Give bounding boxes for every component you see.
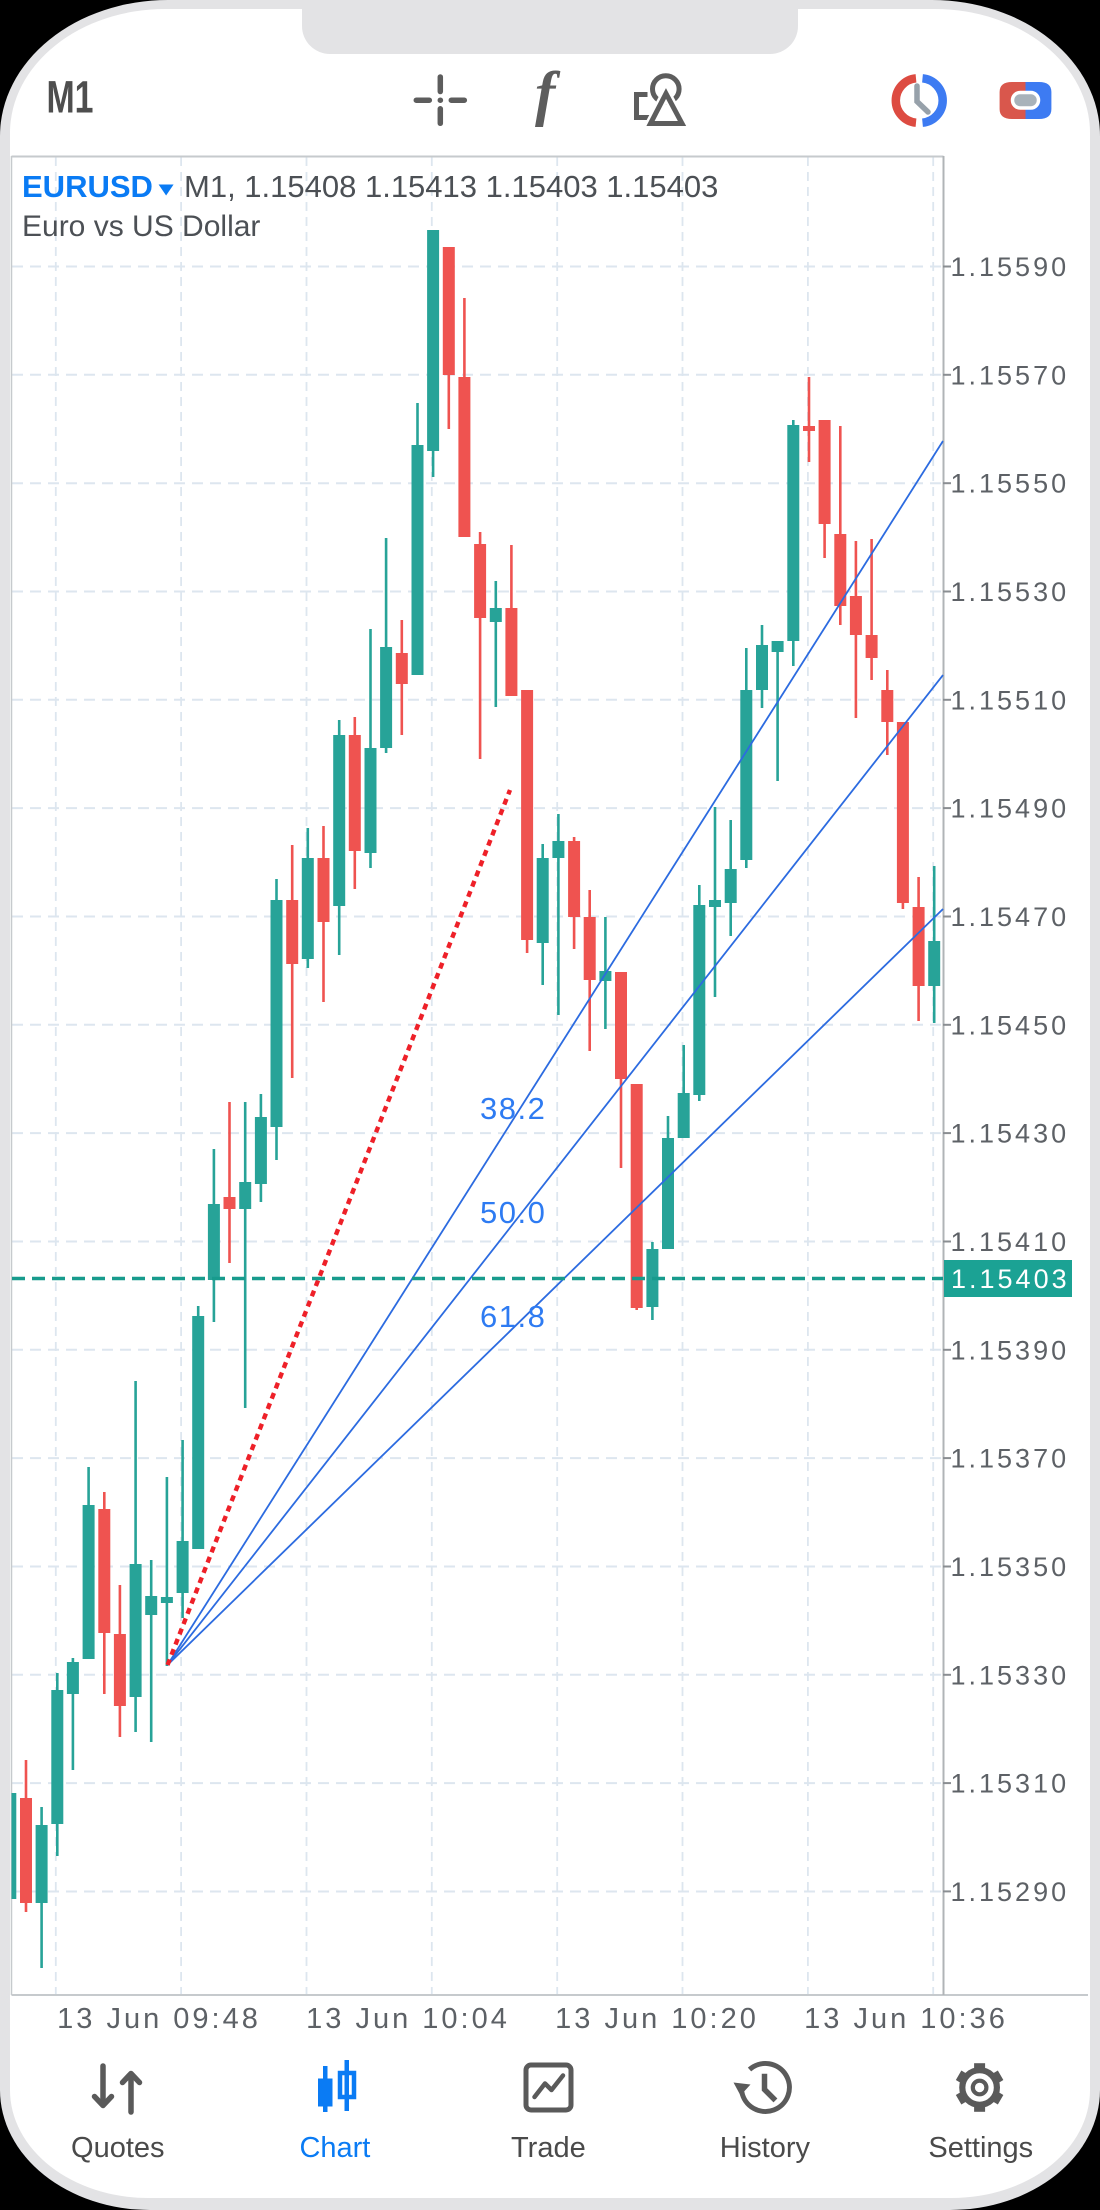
svg-text:Quotes: Quotes bbox=[71, 2132, 165, 2164]
svg-text:1.15350: 1.15350 bbox=[951, 1552, 1070, 1582]
svg-text:EURUSD: EURUSD bbox=[22, 169, 153, 204]
svg-text:1.15450: 1.15450 bbox=[951, 1010, 1070, 1040]
svg-text:13 Jun 09:48: 13 Jun 09:48 bbox=[57, 2003, 261, 2035]
svg-text:13 Jun 10:04: 13 Jun 10:04 bbox=[306, 2003, 510, 2035]
svg-text:1.15330: 1.15330 bbox=[951, 1660, 1070, 1690]
svg-text:13 Jun 10:20: 13 Jun 10:20 bbox=[555, 2003, 759, 2035]
svg-text:1.15310: 1.15310 bbox=[951, 1769, 1070, 1799]
svg-text:1.15490: 1.15490 bbox=[951, 794, 1070, 824]
svg-text:1.15430: 1.15430 bbox=[951, 1119, 1070, 1149]
svg-text:1.15410: 1.15410 bbox=[951, 1227, 1070, 1257]
svg-text:Chart: Chart bbox=[299, 2132, 370, 2164]
svg-text:1.15370: 1.15370 bbox=[951, 1444, 1070, 1474]
svg-text:1.15470: 1.15470 bbox=[951, 902, 1070, 932]
svg-text:Settings: Settings bbox=[928, 2132, 1033, 2164]
svg-text:History: History bbox=[720, 2132, 811, 2164]
svg-text:50.0: 50.0 bbox=[480, 1195, 546, 1230]
svg-text:1.15530: 1.15530 bbox=[951, 577, 1070, 607]
svg-text:Trade: Trade bbox=[511, 2132, 586, 2164]
svg-text:1.15403: 1.15403 bbox=[951, 1264, 1070, 1294]
svg-text:f: f bbox=[535, 61, 561, 128]
svg-text:Euro vs US Dollar: Euro vs US Dollar bbox=[22, 210, 260, 243]
svg-text:1.15290: 1.15290 bbox=[951, 1877, 1070, 1907]
svg-text:M1: M1 bbox=[47, 72, 94, 123]
svg-text:61.8: 61.8 bbox=[480, 1299, 546, 1334]
svg-text:38.2: 38.2 bbox=[480, 1091, 546, 1126]
svg-text:1.15510: 1.15510 bbox=[951, 685, 1070, 715]
svg-text:13 Jun 10:36: 13 Jun 10:36 bbox=[804, 2003, 1008, 2035]
svg-text:1.15550: 1.15550 bbox=[951, 469, 1070, 499]
svg-text:M1, 1.15408 1.15413 1.15403 1.: M1, 1.15408 1.15413 1.15403 1.15403 bbox=[184, 169, 718, 204]
svg-text:1.15390: 1.15390 bbox=[951, 1335, 1070, 1365]
svg-text:1.15570: 1.15570 bbox=[951, 360, 1070, 390]
svg-text:1.15590: 1.15590 bbox=[951, 252, 1070, 282]
